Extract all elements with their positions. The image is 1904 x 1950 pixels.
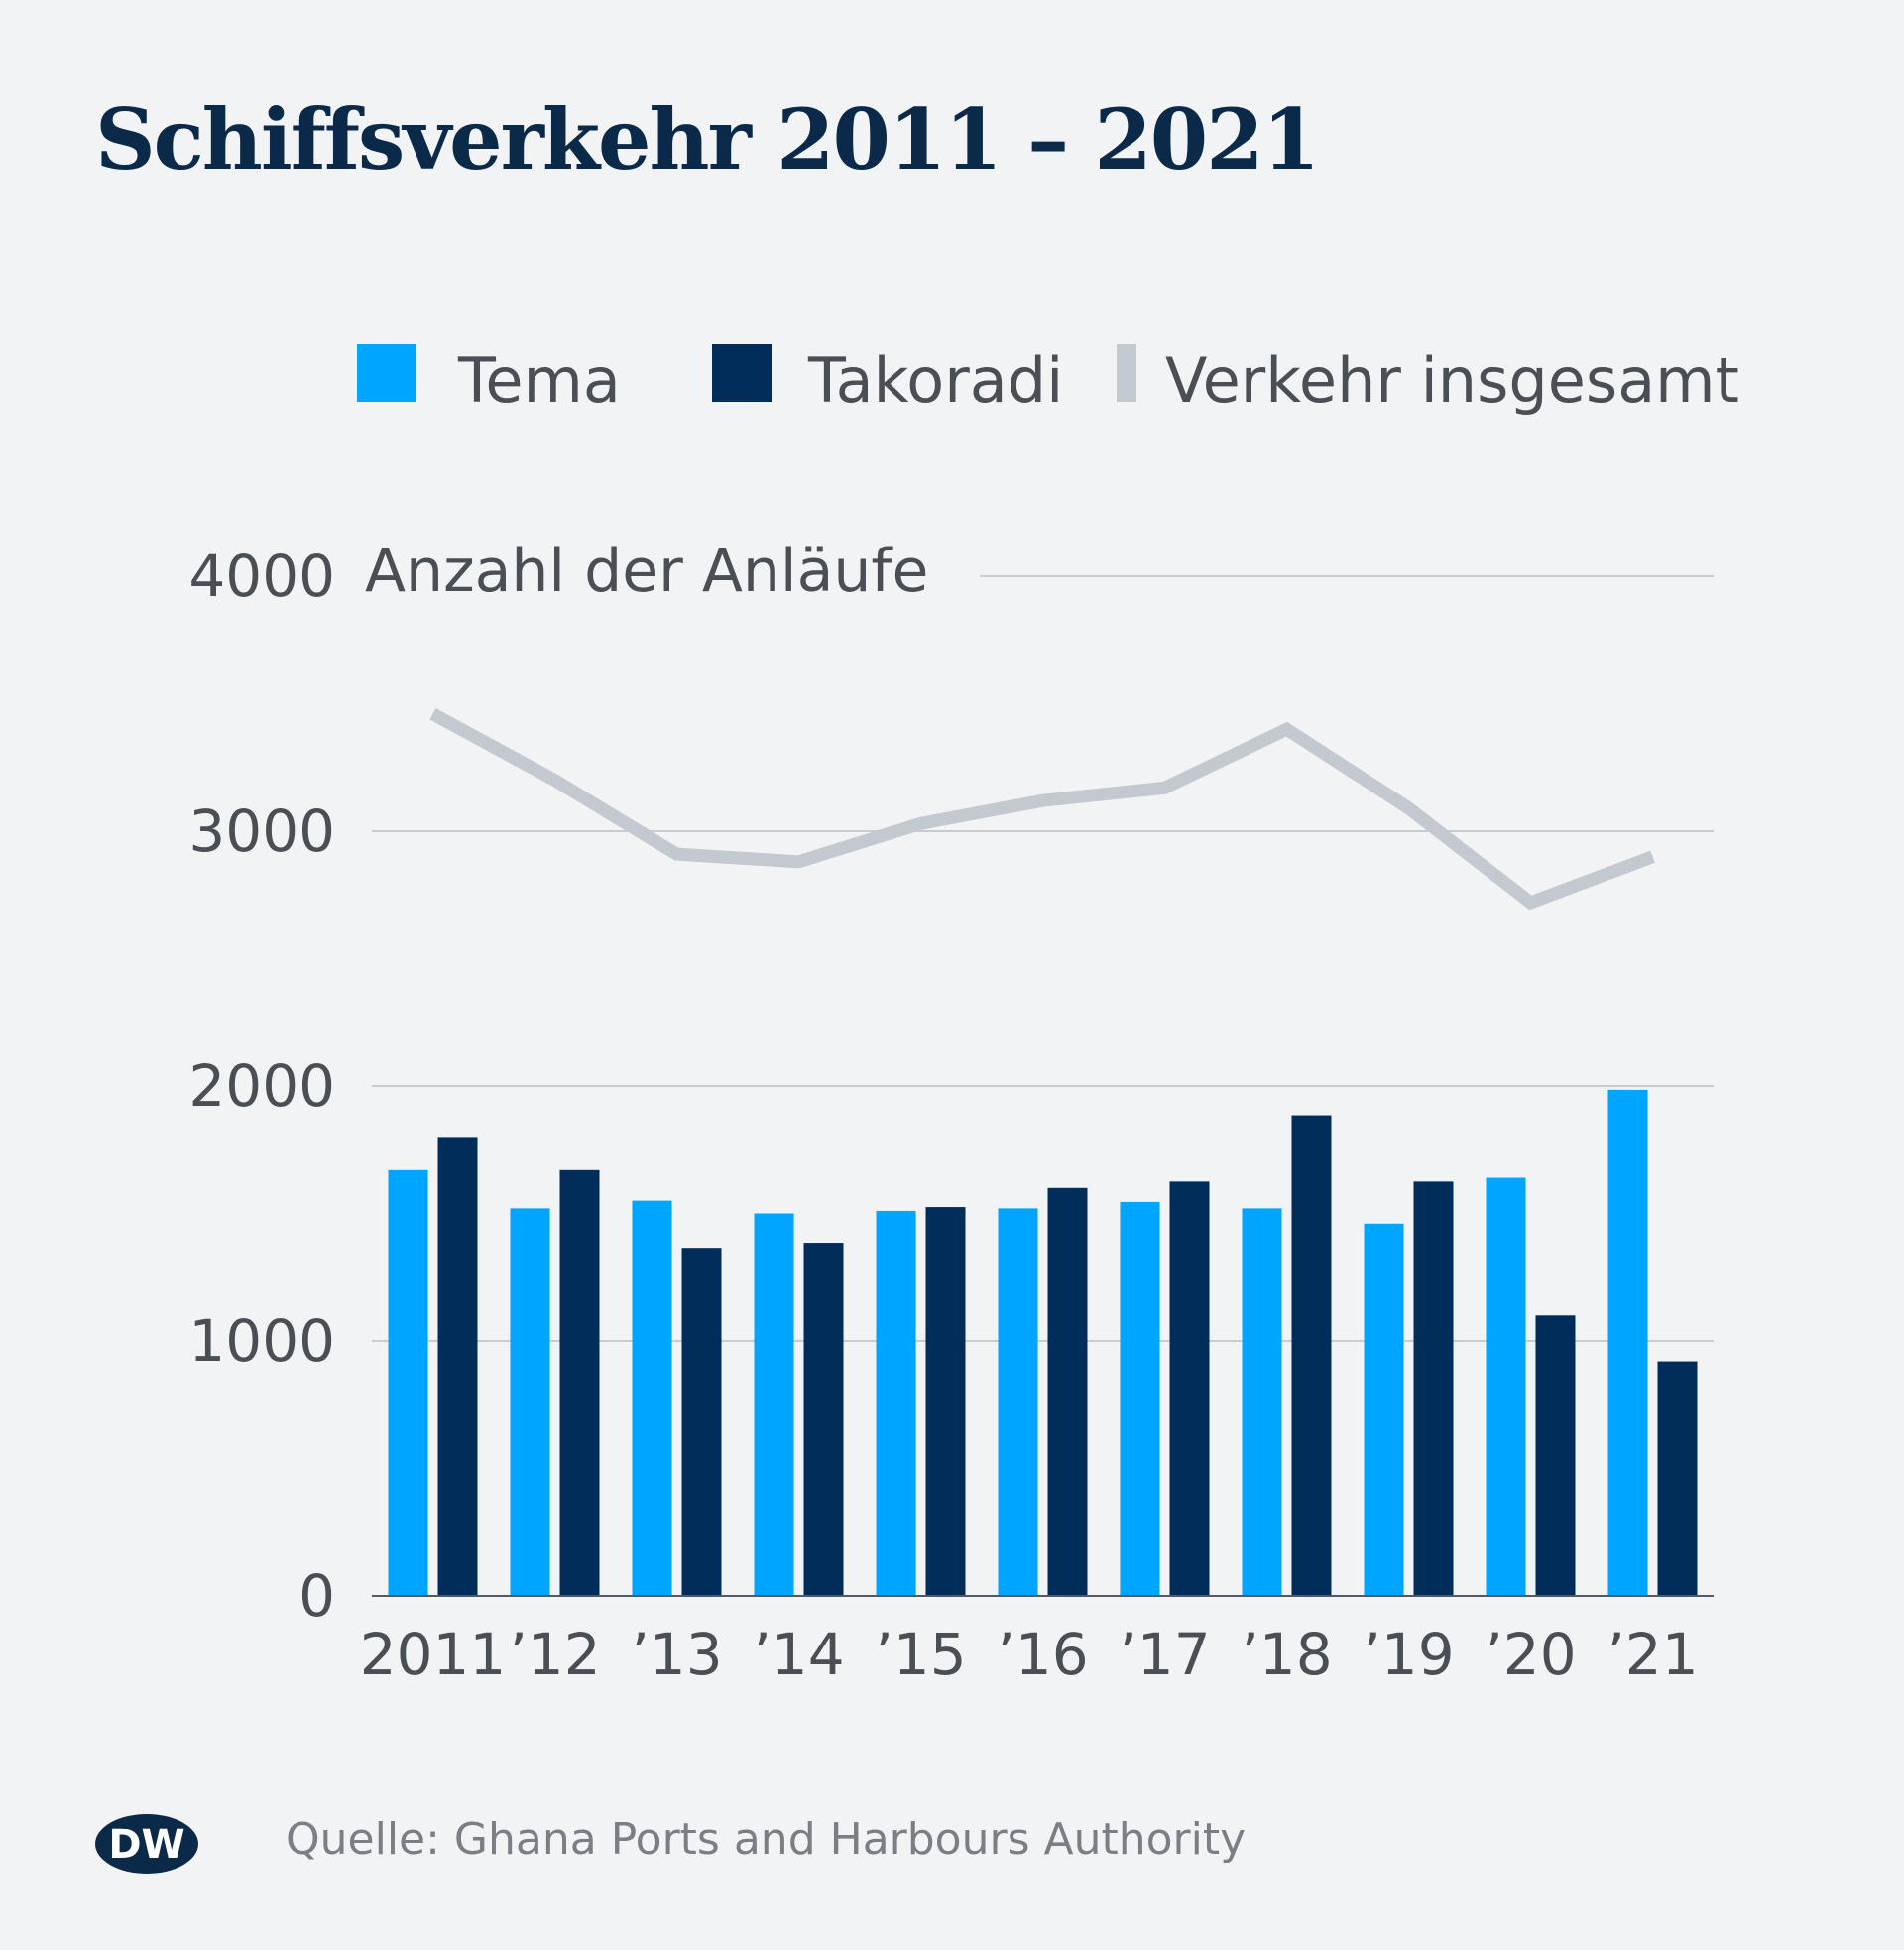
source-note: Quelle: Ghana Ports and Harbours Authori… bbox=[286, 1814, 1246, 1865]
bar-tema bbox=[998, 1208, 1038, 1596]
y-tick-label: 4000 bbox=[188, 543, 335, 610]
dw-logo-shape bbox=[95, 1814, 198, 1874]
bar-tema bbox=[1242, 1208, 1282, 1596]
bar-tema bbox=[388, 1169, 428, 1596]
bar-takoradi bbox=[559, 1169, 600, 1596]
x-axis-ticks: 2011’12 ’13 ’14 ’15 ’16 ’17 ’18 ’19 ’20 ’21 bbox=[360, 1621, 1699, 1688]
bar-takoradi bbox=[803, 1243, 844, 1596]
line-point bbox=[676, 853, 677, 855]
chart-title: Schiffsverkehr 2011 – 2021 bbox=[95, 90, 1318, 188]
legend-swatch-total bbox=[1117, 344, 1136, 402]
line-point bbox=[432, 713, 433, 715]
line-point bbox=[1530, 902, 1531, 904]
y-axis-ticks: 0 1000 2000 3000 4000 bbox=[188, 543, 335, 1630]
legend: Tema Takoradi Verkehr insgesamt bbox=[357, 344, 1739, 417]
legend-label-total: Verkehr insgesamt bbox=[1165, 344, 1739, 417]
bar-takoradi bbox=[1169, 1181, 1210, 1596]
line-point bbox=[920, 822, 921, 824]
bar-tema bbox=[1120, 1201, 1160, 1596]
bar-takoradi bbox=[437, 1137, 478, 1596]
y-axis-label: Anzahl der Anläufe bbox=[365, 537, 928, 606]
dw-logo: DW bbox=[95, 1814, 198, 1874]
x-tick-label: ’15 bbox=[875, 1621, 966, 1688]
legend-swatch-takoradi bbox=[712, 344, 772, 402]
bar-tema bbox=[1364, 1223, 1404, 1596]
x-tick-label: ’12 bbox=[509, 1621, 600, 1688]
legend-label-takoradi: Takoradi bbox=[807, 344, 1063, 417]
bars bbox=[388, 1089, 1698, 1596]
bar-takoradi bbox=[925, 1207, 966, 1596]
legend-swatch-tema bbox=[357, 344, 416, 402]
x-tick-label: ’16 bbox=[997, 1621, 1088, 1688]
y-tick-label: 3000 bbox=[188, 797, 335, 865]
x-tick-label: ’20 bbox=[1485, 1621, 1576, 1688]
bar-tema bbox=[1607, 1089, 1648, 1596]
x-tick-label: ’18 bbox=[1241, 1621, 1332, 1688]
x-tick-label: ’13 bbox=[631, 1621, 722, 1688]
line-point bbox=[1042, 799, 1043, 801]
line-series-total bbox=[429, 708, 1655, 911]
x-tick-label: 2011 bbox=[360, 1621, 507, 1688]
line-point bbox=[554, 780, 555, 782]
bar-tema bbox=[876, 1210, 916, 1596]
bar-tema bbox=[1486, 1177, 1526, 1596]
x-tick-label: ’19 bbox=[1363, 1621, 1454, 1688]
dw-logo-text: DW bbox=[108, 1822, 184, 1868]
bar-tema bbox=[632, 1200, 672, 1596]
bar-tema bbox=[754, 1213, 794, 1596]
total-line bbox=[429, 708, 1655, 911]
line-point bbox=[1408, 807, 1409, 809]
bar-takoradi bbox=[1047, 1187, 1088, 1596]
x-tick-label: ’14 bbox=[753, 1621, 844, 1688]
bar-tema bbox=[510, 1208, 550, 1596]
line-point bbox=[798, 861, 799, 863]
bar-takoradi bbox=[1413, 1181, 1454, 1596]
line-point bbox=[1652, 856, 1653, 858]
bar-takoradi bbox=[681, 1248, 722, 1596]
bar-takoradi bbox=[1535, 1315, 1576, 1596]
y-tick-label: 2000 bbox=[188, 1052, 335, 1120]
y-tick-label: 1000 bbox=[188, 1307, 335, 1375]
legend-label-tema: Tema bbox=[457, 344, 621, 417]
x-tick-label: ’21 bbox=[1606, 1621, 1698, 1688]
bar-takoradi bbox=[1657, 1361, 1698, 1596]
line-point bbox=[1286, 728, 1287, 730]
y-tick-label: 0 bbox=[298, 1562, 335, 1630]
bar-takoradi bbox=[1291, 1115, 1332, 1596]
x-tick-label: ’17 bbox=[1119, 1621, 1210, 1688]
line-point bbox=[1164, 787, 1165, 789]
